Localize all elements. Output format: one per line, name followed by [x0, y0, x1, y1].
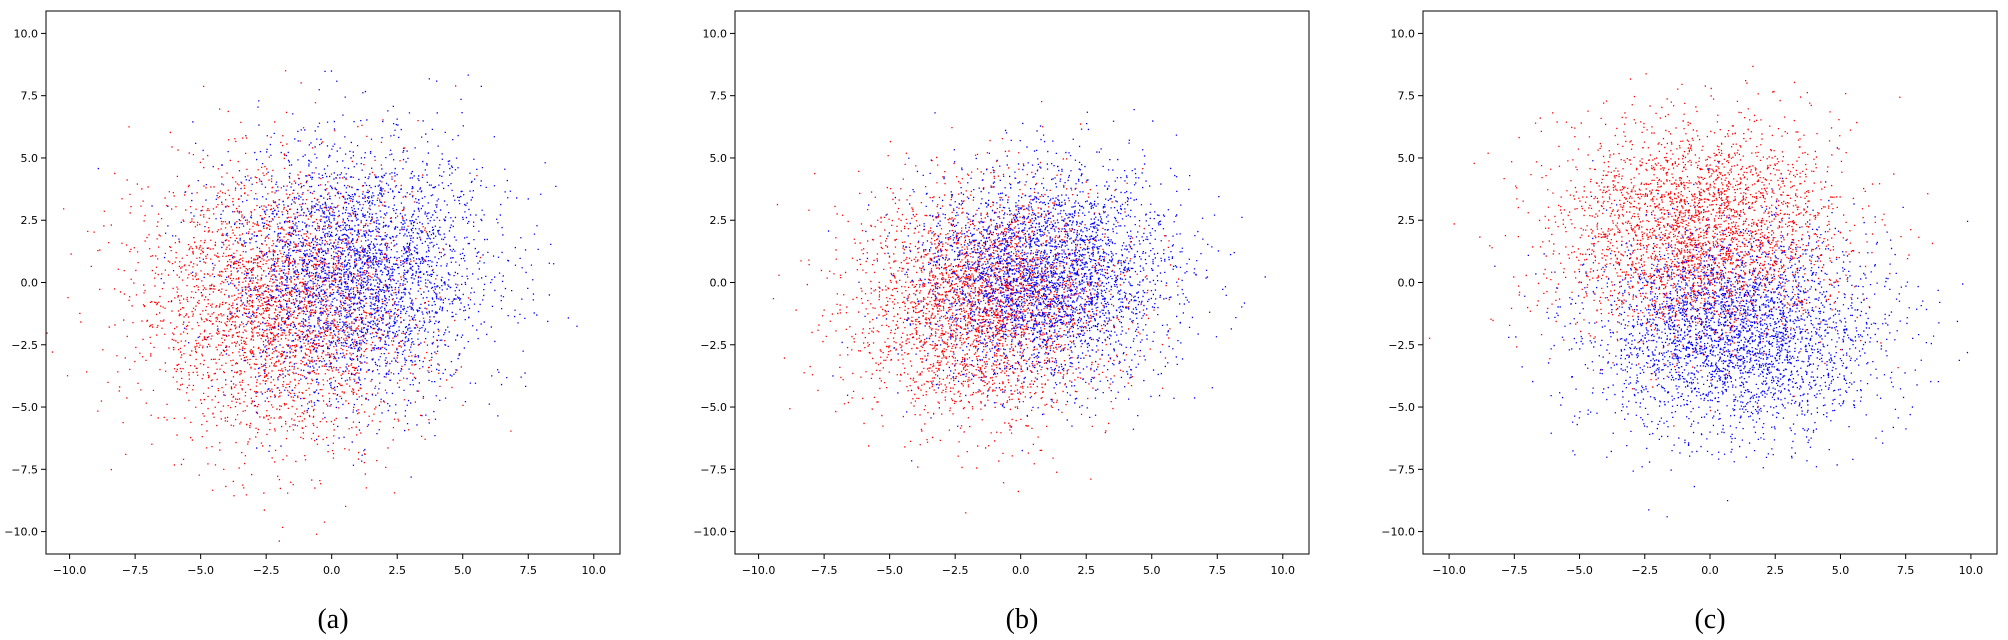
scatter-series-blue [1494, 147, 1969, 518]
y-tick-label: 0.0 [21, 277, 39, 290]
y-tick-label: −5.0 [700, 401, 727, 414]
y-tick-label: 0.0 [1398, 277, 1416, 290]
y-tick-label: −5.0 [1388, 401, 1415, 414]
y-tick-label: −10.0 [1381, 526, 1415, 539]
y-tick-label: 10.0 [14, 27, 39, 40]
x-tick-label: 7.5 [1897, 564, 1915, 577]
x-tick-label: −2.5 [942, 564, 969, 577]
y-tick-label: −2.5 [1388, 339, 1415, 352]
y-tick-label: 5.0 [710, 152, 728, 165]
x-tick-label: −2.5 [253, 564, 280, 577]
x-tick-label: −10.0 [1432, 564, 1466, 577]
y-tick-label: 10.0 [703, 27, 728, 40]
y-tick-label: 7.5 [1398, 90, 1416, 103]
x-tick-label: 2.5 [1077, 564, 1095, 577]
y-tick-label: 7.5 [21, 90, 39, 103]
x-tick-label: 2.5 [1766, 564, 1784, 577]
x-tick-label: 5.0 [1832, 564, 1850, 577]
y-tick-label: 0.0 [710, 277, 728, 290]
x-tick-label: −5.0 [876, 564, 903, 577]
x-tick-label: 5.0 [454, 564, 472, 577]
x-tick-label: −10.0 [53, 564, 87, 577]
subplot-b: −10.0 −7.5 −5.0 −2.5 0.0 2.5 5.0 7.5 10.0 −10.0 −7… [693, 10, 1310, 635]
x-tick-label: 10.0 [1271, 564, 1296, 577]
scatter-series-red [46, 70, 512, 542]
y-tick-label: 2.5 [21, 214, 39, 227]
subplot-caption: (c) [1694, 604, 1725, 635]
x-tick-label: −5.0 [187, 564, 214, 577]
scatter-series-red [772, 101, 1180, 514]
y-tick-label: 5.0 [21, 152, 39, 165]
x-tick-label: 0.0 [1012, 564, 1030, 577]
y-tick-label: −7.5 [11, 463, 38, 476]
x-tick-label: 2.5 [388, 564, 406, 577]
y-tick-label: 2.5 [1398, 214, 1416, 227]
x-tick-label: 10.0 [582, 564, 607, 577]
subplot-c: −10.0 −7.5 −5.0 −2.5 0.0 2.5 5.0 7.5 10.0 −10.0 −7… [1381, 10, 1998, 635]
y-tick-label: −2.5 [11, 339, 38, 352]
subplot-caption: (a) [317, 604, 348, 635]
y-tick-label: −10.0 [4, 526, 38, 539]
subplot-caption: (b) [1006, 604, 1039, 635]
x-tick-label: 7.5 [520, 564, 538, 577]
y-tick-label: 10.0 [1391, 27, 1416, 40]
scatter-series-red [1428, 65, 1934, 427]
y-tick-label: −5.0 [11, 401, 38, 414]
x-tick-label: −2.5 [1631, 564, 1658, 577]
scatter-series-blue [97, 70, 578, 478]
x-tick-label: 0.0 [323, 564, 341, 577]
x-tick-label: −7.5 [1501, 564, 1528, 577]
y-tick-label: −7.5 [1388, 463, 1415, 476]
y-tick-label: −10.0 [693, 526, 727, 539]
subplot-a: −10.0 −7.5 −5.0 −2.5 0.0 2.5 5.0 7.5 10.0 −10.0 −7… [4, 10, 621, 635]
x-tick-label: −7.5 [122, 564, 149, 577]
y-tick-label: 5.0 [1398, 152, 1416, 165]
y-tick-label: −2.5 [700, 339, 727, 352]
x-tick-label: −7.5 [811, 564, 838, 577]
x-tick-label: −5.0 [1566, 564, 1593, 577]
y-tick-label: −7.5 [700, 463, 727, 476]
x-tick-label: 10.0 [1959, 564, 1984, 577]
x-tick-label: 7.5 [1209, 564, 1227, 577]
scatter-series-blue [827, 109, 1266, 462]
x-tick-label: −10.0 [742, 564, 776, 577]
x-tick-label: 0.0 [1701, 564, 1719, 577]
y-tick-label: 2.5 [710, 214, 728, 227]
x-tick-label: 5.0 [1143, 564, 1161, 577]
plot-frame [45, 10, 621, 555]
y-tick-label: 7.5 [710, 90, 728, 103]
